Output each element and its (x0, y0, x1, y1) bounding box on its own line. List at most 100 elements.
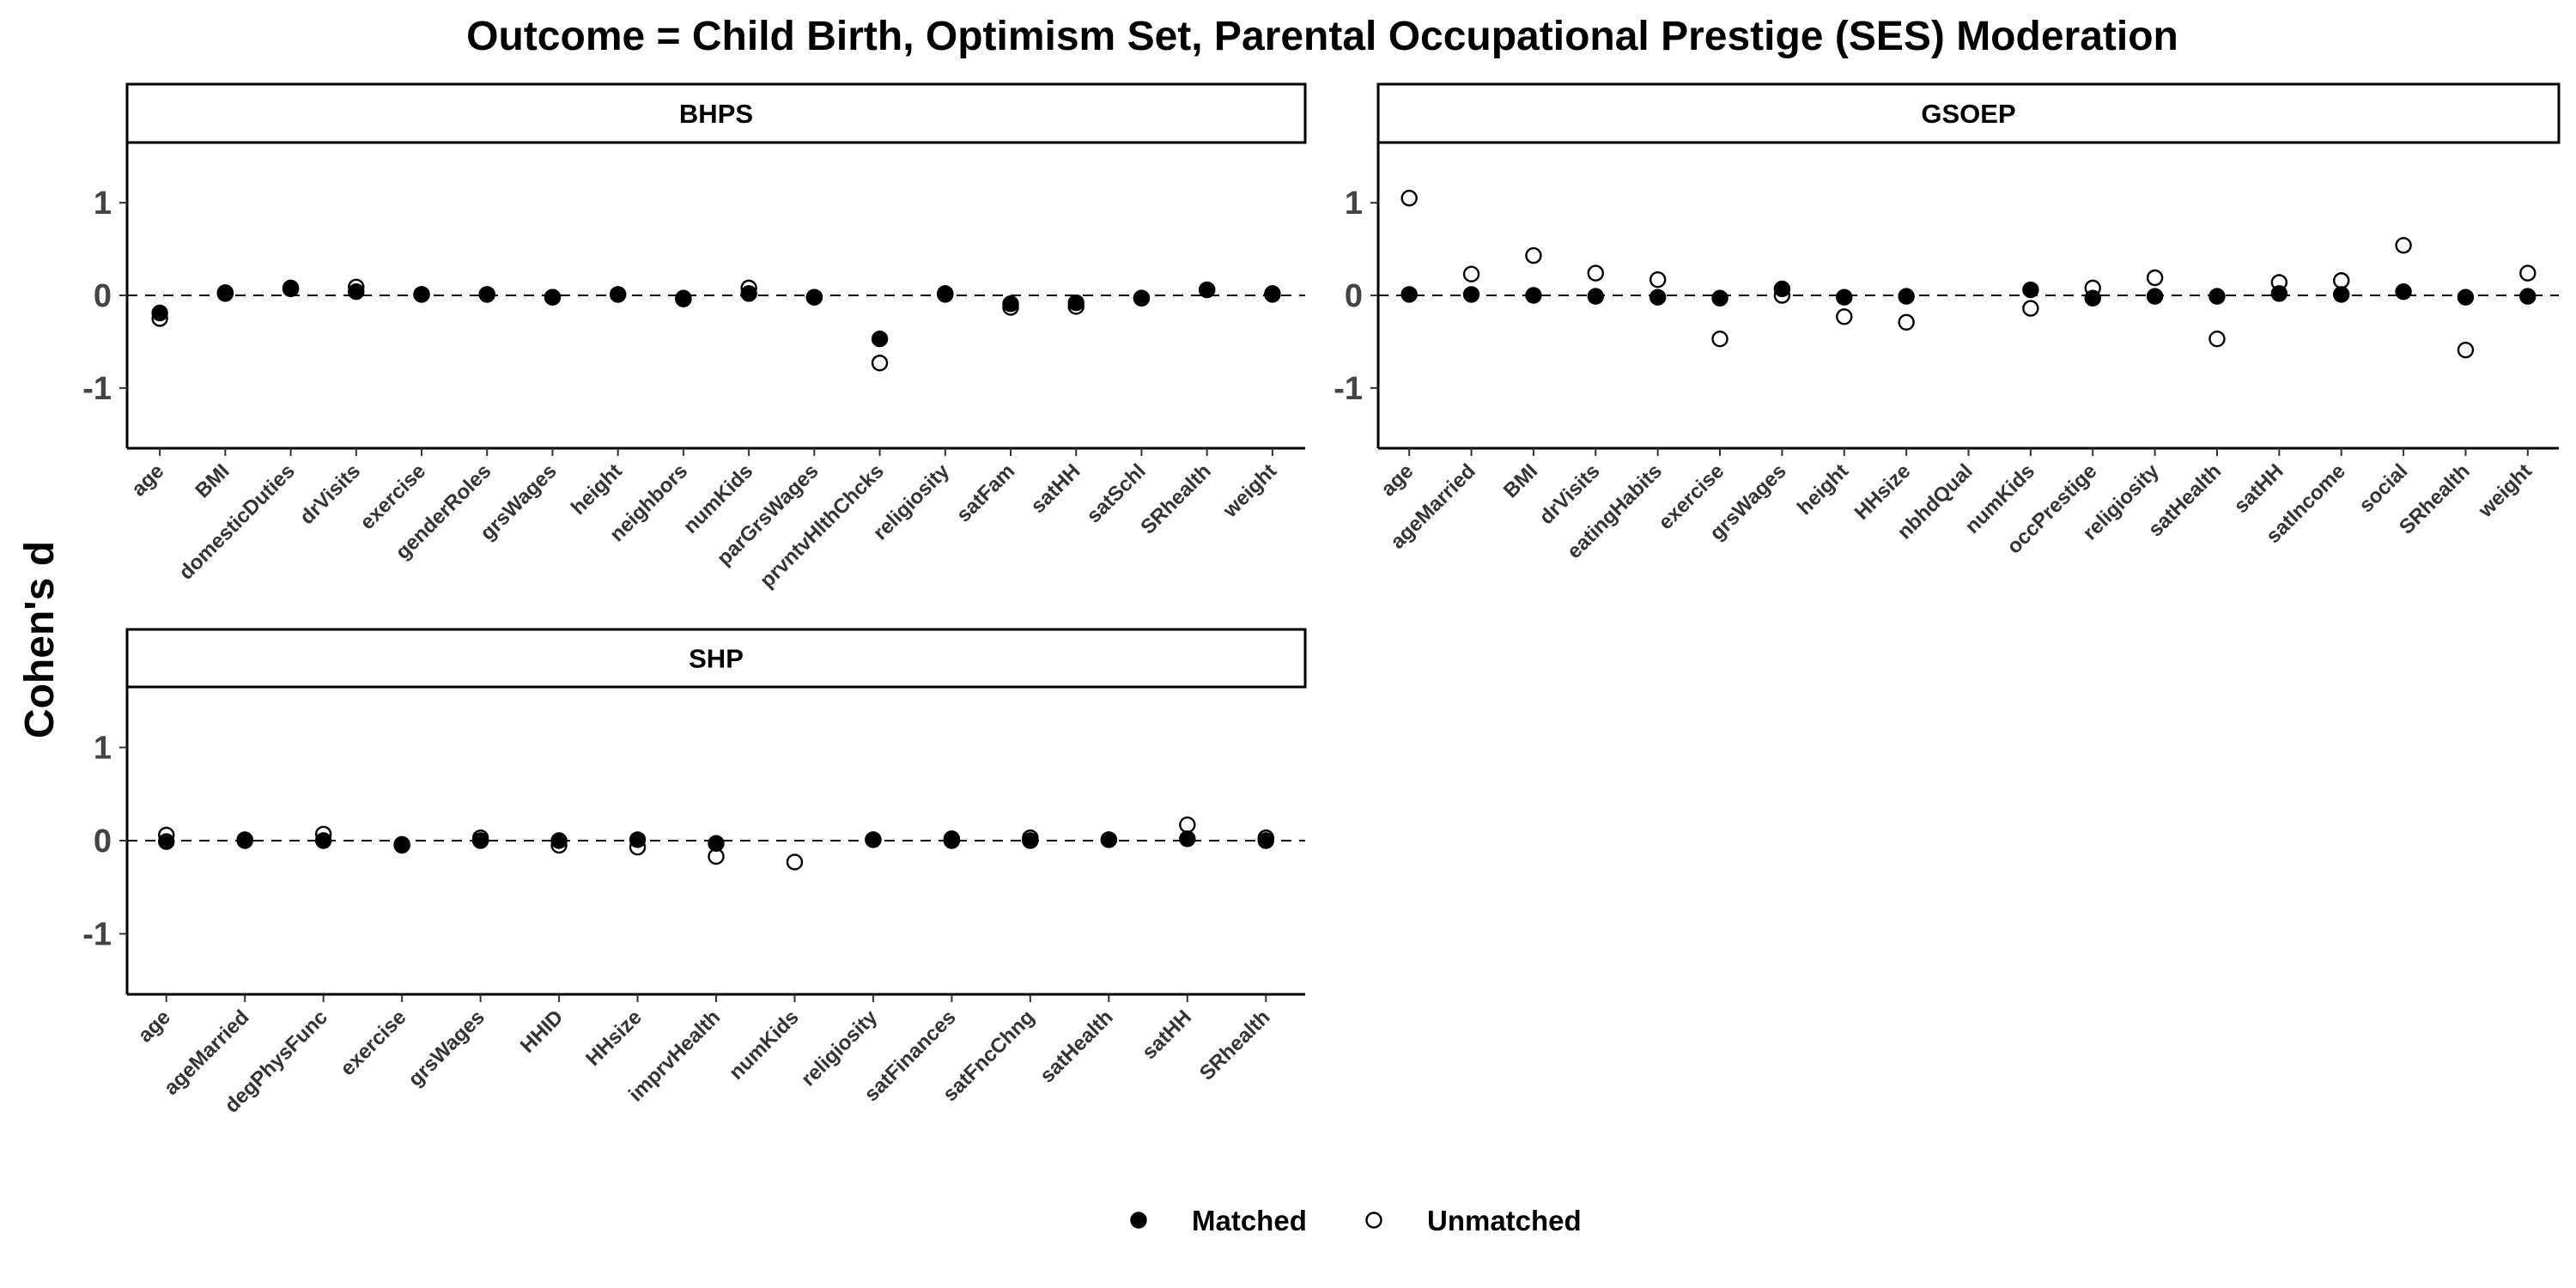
matched-point (1650, 290, 1665, 305)
x-tick-label: grsWages (404, 1005, 489, 1091)
x-tick-label: age (1376, 459, 1418, 501)
matched-point (2148, 289, 2162, 304)
facet-strip-label: GSOEP (1921, 99, 2015, 129)
legend-key-unmatched (1367, 1213, 1382, 1228)
matched-point (480, 287, 495, 301)
y-tick-label: 0 (94, 823, 112, 860)
y-tick-label: 1 (94, 731, 112, 767)
unmatched-point (1713, 331, 1728, 346)
matched-point (2023, 283, 2038, 297)
unmatched-point (1589, 266, 1603, 281)
matched-point (415, 287, 429, 301)
matched-point (709, 836, 724, 851)
matched-point (545, 290, 560, 305)
matched-point (945, 834, 959, 848)
matched-point (630, 832, 645, 847)
matched-point (238, 834, 252, 848)
unmatched-point (1899, 315, 1914, 330)
x-tick-label: BMI (191, 459, 234, 502)
matched-point (1899, 289, 1914, 304)
unmatched-point (2397, 238, 2411, 252)
x-tick-label: prvntvHlthChcks (756, 459, 889, 592)
matched-point (611, 287, 625, 301)
x-tick-label: age (127, 459, 168, 501)
y-axis-label: Cohen's d (17, 541, 63, 738)
x-tick-label: weight (2474, 459, 2537, 523)
matched-point (742, 286, 756, 301)
x-tick-label: satHH (2229, 459, 2287, 518)
x-tick-label: numKids (725, 1005, 804, 1084)
y-tick-label: -1 (1334, 371, 1363, 407)
matched-point (283, 282, 298, 296)
matched-point (1180, 831, 1194, 846)
matched-point (807, 290, 822, 305)
unmatched-point (1650, 272, 1665, 287)
matched-point (153, 306, 167, 320)
matched-point (473, 834, 488, 848)
facet-strip-label: BHPS (679, 99, 753, 129)
matched-point (866, 832, 880, 847)
matched-point (1775, 282, 1789, 296)
x-tick-label: height (1793, 459, 1853, 519)
matched-point (1069, 295, 1084, 310)
matched-point (872, 331, 887, 346)
matched-point (1200, 283, 1214, 297)
unmatched-point (1526, 248, 1540, 263)
x-tick-label: weight (1218, 459, 1282, 523)
x-tick-label: drVisits (295, 459, 365, 529)
legend-label-matched: Matched (1192, 1205, 1307, 1236)
matched-point (1259, 834, 1273, 848)
matched-point (552, 834, 567, 848)
unmatched-point (2520, 266, 2535, 281)
x-tick-label: domesticDuties (174, 459, 299, 584)
unmatched-point (1180, 817, 1194, 832)
x-tick-label: BMI (1499, 459, 1542, 502)
matched-point (1713, 291, 1728, 306)
facet-strip-label: SHP (689, 644, 744, 674)
unmatched-point (2458, 343, 2473, 357)
x-tick-label: SRhealth (1195, 1005, 1275, 1085)
matched-point (1004, 296, 1018, 311)
unmatched-point (872, 355, 887, 370)
x-tick-label: height (567, 459, 627, 519)
legend-label-unmatched: Unmatched (1427, 1205, 1582, 1236)
matched-point (1023, 834, 1037, 848)
x-tick-label: satHH (1138, 1005, 1196, 1064)
matched-point (1134, 291, 1149, 306)
y-tick-label: 0 (1345, 278, 1363, 314)
x-tick-label: HHsize (581, 1005, 647, 1071)
x-tick-label: satHH (1026, 459, 1084, 518)
y-tick-label: -1 (82, 371, 112, 407)
y-tick-label: 0 (94, 278, 112, 314)
matched-point (938, 287, 952, 301)
unmatched-point (787, 854, 802, 869)
x-tick-label: satFam (952, 459, 1020, 527)
matched-point (2272, 286, 2287, 301)
chart-title: Outcome = Child Birth, Optimism Set, Par… (466, 14, 2178, 59)
unmatched-point (2023, 301, 2038, 316)
x-tick-label: satSchl (1082, 459, 1150, 527)
y-tick-label: 1 (94, 185, 112, 222)
matched-point (1589, 289, 1603, 304)
matched-point (218, 286, 233, 301)
matched-point (2458, 290, 2473, 305)
unmatched-point (2148, 270, 2162, 285)
legend: Matched Unmatched (1132, 1205, 1582, 1236)
y-tick-label: -1 (82, 916, 112, 952)
unmatched-point (1837, 309, 1851, 324)
matched-point (159, 835, 173, 849)
matched-point (676, 292, 690, 307)
unmatched-point (1402, 191, 1417, 205)
matched-point (395, 838, 410, 853)
matched-point (2397, 284, 2411, 299)
unmatched-point (2334, 273, 2348, 288)
matched-point (1402, 287, 1417, 301)
x-tick-label: satHealth (1036, 1005, 1117, 1087)
x-tick-label: exercise (336, 1005, 410, 1080)
y-tick-label: 1 (1345, 185, 1363, 222)
x-tick-label: social (2354, 459, 2412, 517)
